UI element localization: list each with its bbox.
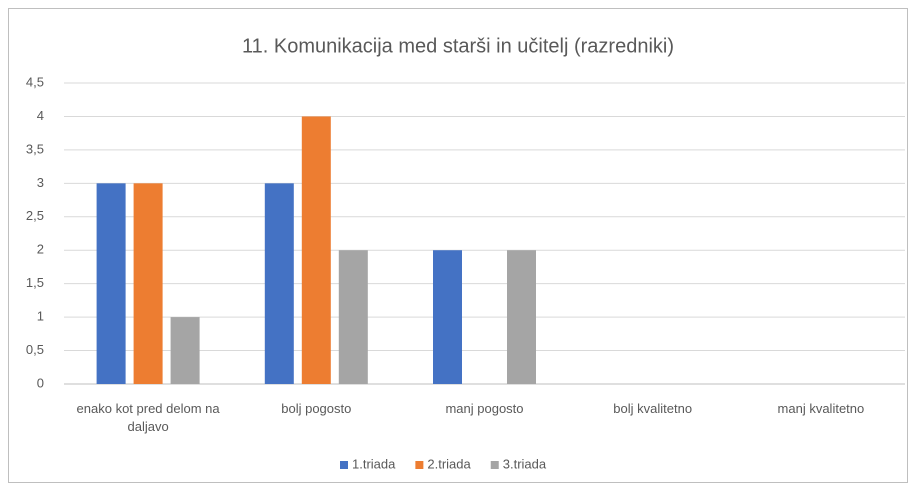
y-tick-label: 3 (37, 175, 44, 190)
chart-title: 11. Komunikacija med starši in učitelj (… (242, 35, 674, 57)
y-tick-label: 1,5 (26, 275, 44, 290)
bar (170, 317, 200, 384)
legend-label: 2.triada (427, 456, 471, 471)
bar (133, 183, 163, 384)
y-tick-label: 4 (37, 108, 44, 123)
bar (338, 250, 368, 384)
x-tick-label: bolj kvalitetno (613, 401, 693, 416)
x-tick-label: manj pogosto (445, 401, 524, 416)
bar (264, 183, 294, 384)
legend-swatch (340, 461, 348, 469)
legend-label: 3.triada (503, 456, 547, 471)
x-tick-label: manj kvalitetno (777, 401, 865, 416)
x-tick-label: enako kot pred delom na daljavo (76, 401, 220, 434)
bar (433, 250, 462, 384)
bar (96, 183, 126, 384)
y-tick-label: 0,5 (26, 342, 44, 357)
y-tick-label: 4,5 (26, 74, 44, 89)
legend-swatch (415, 461, 424, 469)
y-tick-label: 3,5 (26, 141, 44, 156)
y-tick-label: 1 (37, 309, 44, 324)
legend-label: 1.triada (352, 456, 396, 471)
y-tick-label: 2,5 (26, 208, 44, 223)
bar (507, 250, 536, 384)
legend-swatch (490, 461, 499, 469)
y-tick-label: 2 (37, 242, 44, 257)
x-tick-label: bolj pogosto (281, 401, 352, 416)
y-tick-label: 0 (37, 375, 44, 390)
bar (301, 116, 331, 384)
